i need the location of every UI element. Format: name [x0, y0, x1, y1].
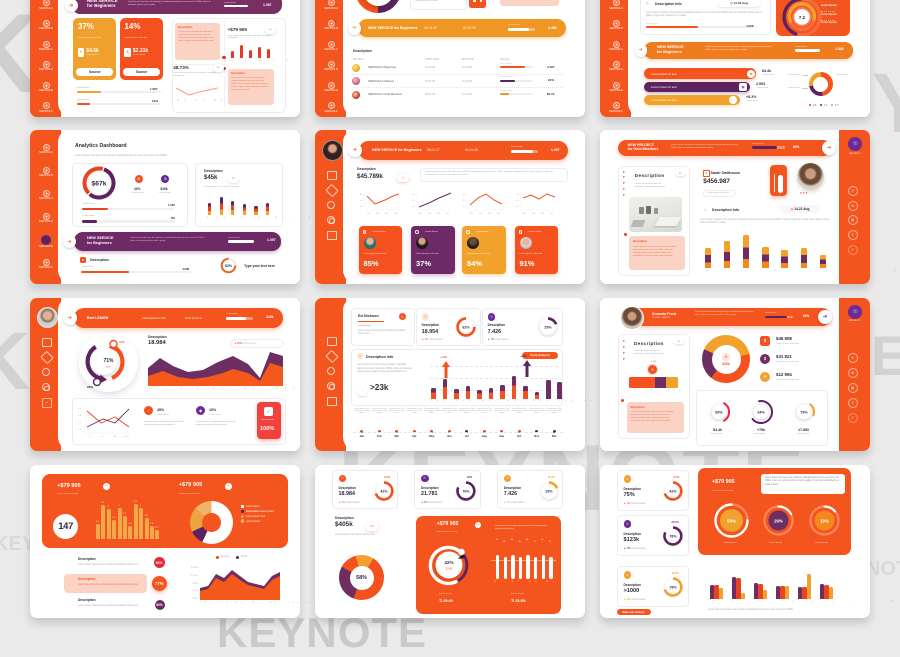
svg-text:W2: W2	[479, 213, 483, 215]
svg-text:W4: W4	[446, 213, 450, 215]
svg-text:7.2: 7.2	[799, 15, 806, 20]
svg-text:0.2: 0.2	[516, 206, 520, 208]
svg-text:0.2: 0.2	[412, 206, 416, 208]
svg-text:24%: 24%	[757, 410, 765, 414]
svg-text:62%: 62%	[462, 326, 470, 330]
svg-text:0.8: 0.8	[463, 194, 467, 196]
svg-text:0.2: 0.2	[463, 206, 467, 208]
svg-text:W2: W2	[532, 213, 536, 215]
svg-text:42%: 42%	[669, 489, 677, 493]
svg-text:2q: 2q	[101, 436, 104, 438]
svg-text:69%: 69%	[715, 410, 723, 414]
svg-text:42%: 42%	[444, 560, 453, 565]
svg-text:$67k: $67k	[91, 181, 106, 188]
svg-text:W4: W4	[497, 213, 501, 215]
svg-text:19%: 19%	[820, 519, 829, 524]
svg-text:0.2: 0.2	[360, 206, 364, 208]
svg-text:29%: 29%	[544, 326, 552, 330]
svg-text:73%: 73%	[800, 410, 808, 414]
svg-text:0.8: 0.8	[516, 194, 520, 196]
svg-text:W3: W3	[437, 213, 441, 215]
svg-text:42%: 42%	[380, 489, 388, 493]
svg-text:76%: 76%	[462, 489, 470, 493]
svg-text:W1: W1	[470, 213, 474, 215]
svg-text:59%: 59%	[727, 518, 736, 523]
svg-text:W3: W3	[488, 213, 492, 215]
svg-text:W3: W3	[541, 213, 545, 215]
svg-text:0.8: 0.8	[78, 408, 82, 410]
svg-text:W4: W4	[394, 213, 398, 215]
svg-text:0.2: 0.2	[78, 429, 82, 431]
svg-text:71%: 71%	[103, 358, 114, 364]
svg-text:78%: 78%	[669, 534, 677, 538]
svg-text:29%: 29%	[545, 489, 553, 493]
svg-text:78%: 78%	[669, 585, 677, 589]
svg-text:0.4: 0.4	[516, 200, 520, 202]
svg-text:62%: 62%	[225, 264, 233, 268]
svg-text:0.4: 0.4	[360, 200, 364, 202]
svg-text:0.4: 0.4	[463, 200, 467, 202]
svg-text:0.4: 0.4	[412, 200, 416, 202]
svg-text:W1: W1	[367, 213, 371, 215]
svg-text:0.4: 0.4	[78, 422, 82, 424]
svg-text:W4: W4	[550, 213, 554, 215]
svg-text:W1: W1	[419, 213, 423, 215]
svg-text:text: text	[106, 365, 110, 369]
svg-text:1x: 1x	[89, 436, 92, 438]
svg-text:0.8: 0.8	[360, 194, 364, 196]
svg-text:Wq: Wq	[113, 436, 117, 438]
svg-text:W1: W1	[523, 213, 527, 215]
svg-text:Prq: Prq	[125, 435, 129, 438]
svg-text:W2: W2	[376, 213, 380, 215]
svg-text:0.6: 0.6	[78, 415, 82, 417]
svg-text:W3: W3	[385, 213, 389, 215]
svg-text:29%: 29%	[774, 519, 783, 524]
svg-text:0.8: 0.8	[412, 194, 416, 196]
svg-text:$39k: $39k	[446, 567, 453, 571]
svg-text:W2: W2	[428, 213, 432, 215]
